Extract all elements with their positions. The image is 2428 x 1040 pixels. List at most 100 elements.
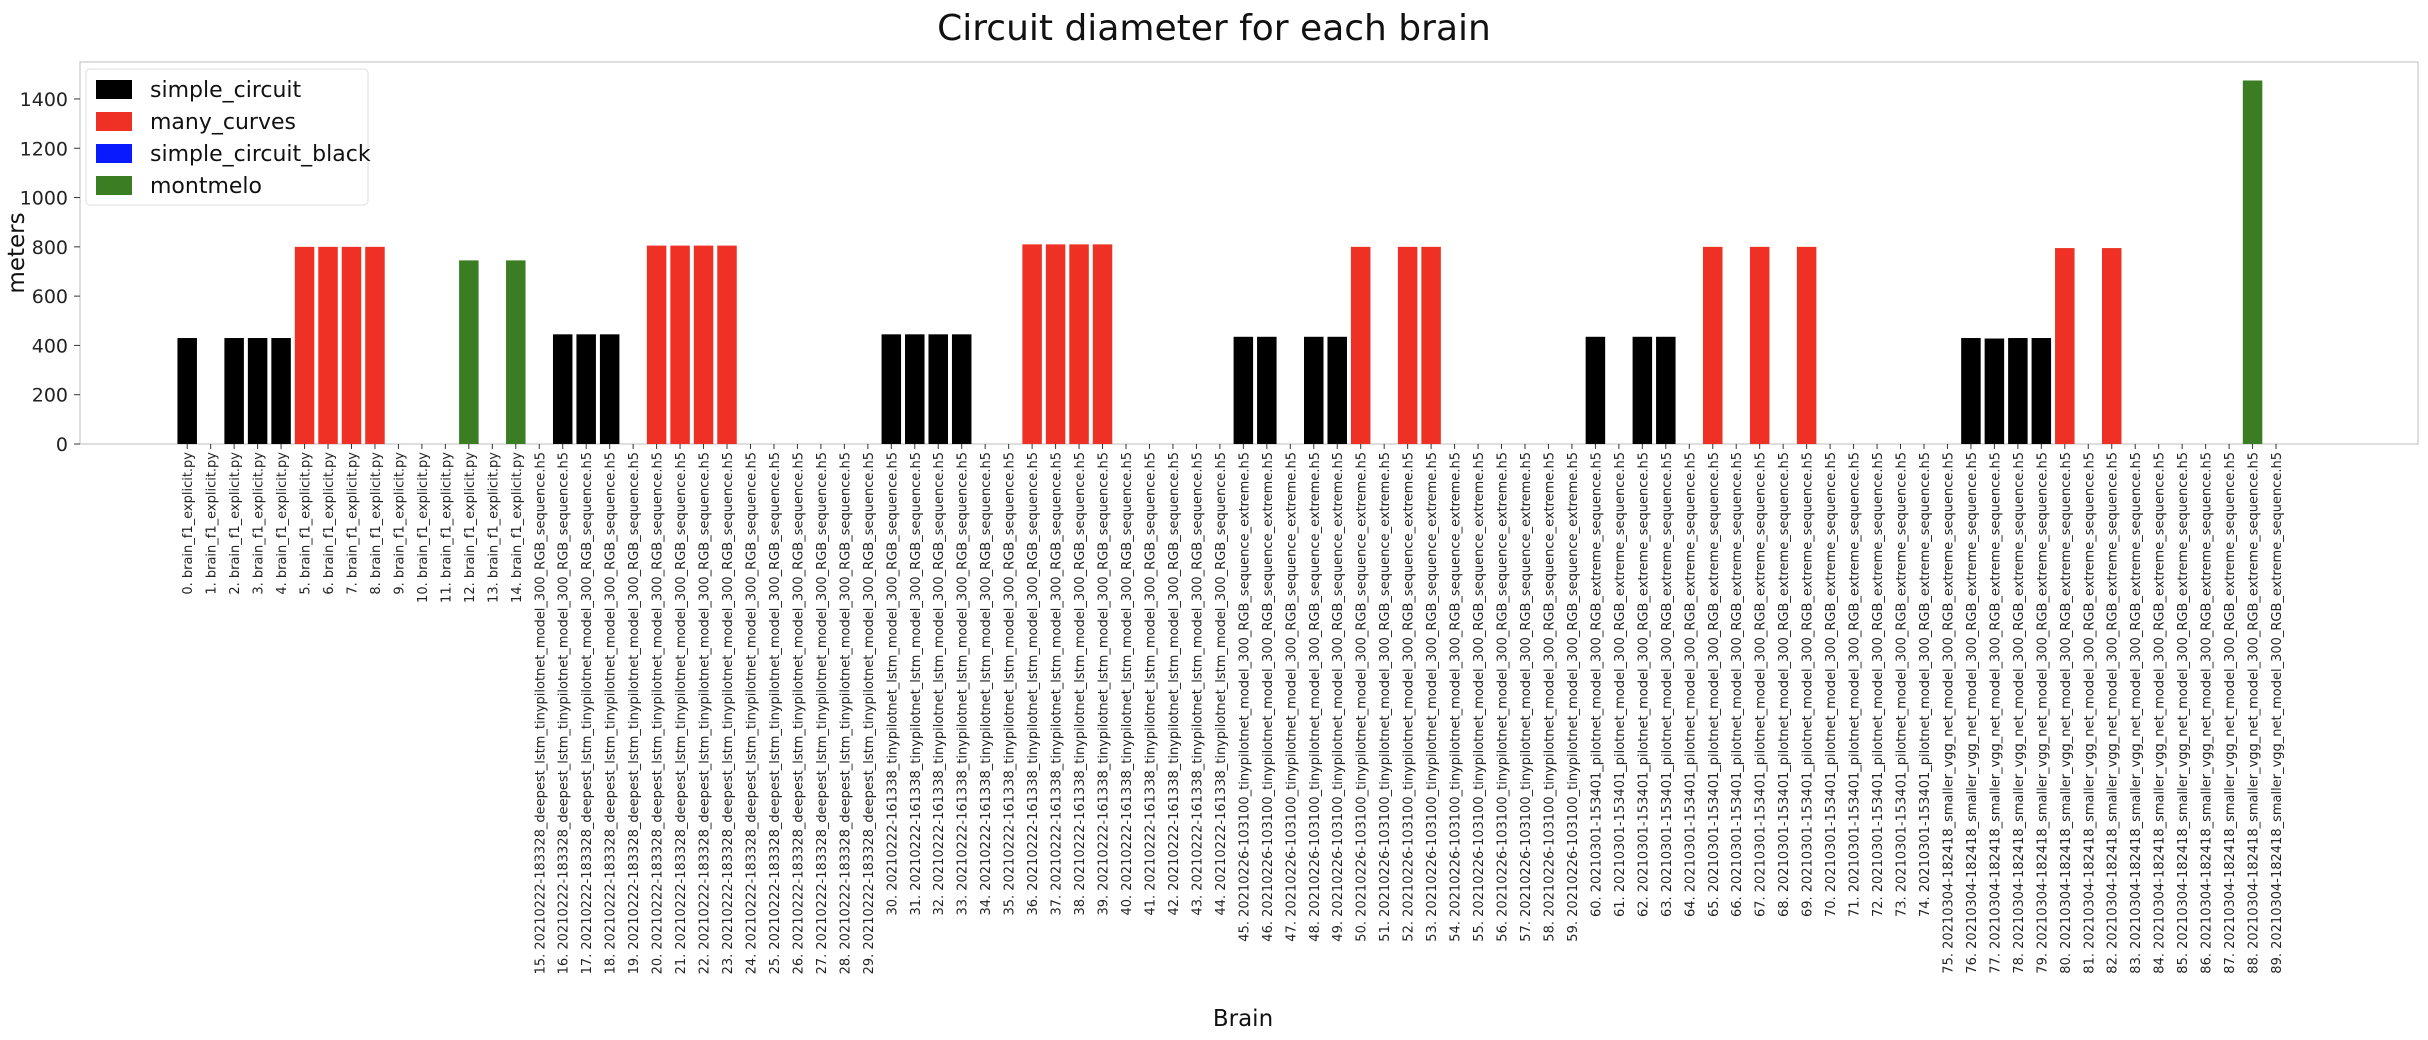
bar: [271, 338, 291, 444]
x-tick-label: 51. 20210226-103100_tinypilotnet_model_3…: [1378, 452, 1393, 942]
x-tick-label: 37. 20210222-161338_tinypilotnet_lstm_mo…: [1050, 452, 1065, 916]
y-tick-label: 400: [32, 335, 68, 357]
bar: [1022, 244, 1042, 444]
bar: [224, 338, 244, 444]
x-tick-label: 15. 20210222-183328_deepest_lstm_tinypil…: [533, 452, 548, 974]
x-tick-label: 53. 20210226-103100_tinypilotnet_model_3…: [1425, 452, 1440, 942]
x-tick-label: 22. 20210222-183328_deepest_lstm_tinypil…: [698, 452, 713, 974]
x-tick-label: 71. 20210301-153401_pilotnet_model_300_R…: [1848, 452, 1863, 917]
x-tick-label: 40. 20210222-161338_tinypilotnet_lstm_mo…: [1120, 452, 1135, 916]
y-tick-label: 800: [32, 237, 68, 259]
bar: [951, 334, 972, 444]
x-tick-label: 68. 20210301-153401_pilotnet_model_300_R…: [1777, 452, 1792, 917]
bar: [1045, 244, 1066, 444]
x-tick-label: 76. 20210304-182418_smaller_vgg_net_mode…: [1965, 452, 1980, 974]
bar: [459, 260, 479, 444]
bar: [1257, 336, 1277, 444]
x-tick-label: 78. 20210304-182418_smaller_vgg_net_mode…: [2012, 452, 2027, 974]
x-tick-label: 47. 20210226-103100_tinypilotnet_model_3…: [1284, 452, 1299, 942]
x-tick-label: 65. 20210301-153401_pilotnet_model_300_R…: [1707, 452, 1722, 917]
x-tick-label: 62. 20210301-153401_pilotnet_model_300_R…: [1636, 452, 1651, 917]
x-tick-label: 50. 20210226-103100_tinypilotnet_model_3…: [1355, 452, 1370, 942]
bar: [1327, 336, 1347, 444]
y-tick-label: 0: [56, 434, 68, 456]
x-tick-label: 43. 20210222-161338_tinypilotnet_lstm_mo…: [1190, 452, 1205, 916]
bar: [1421, 246, 1441, 444]
x-tick-label: 85. 20210304-182418_smaller_vgg_net_mode…: [2176, 452, 2191, 974]
legend: simple_circuit many_curves simple_circuit_…: [85, 68, 371, 206]
x-tick-label: 29. 20210222-183328_deepest_lstm_tinypil…: [862, 452, 877, 974]
y-axis: 0 200 400 600 800 1000 1200 1400: [20, 89, 80, 456]
x-tick-label: 61. 20210301-153401_pilotnet_model_300_R…: [1613, 452, 1628, 917]
x-tick-label: 74. 20210301-153401_pilotnet_model_300_R…: [1918, 452, 1933, 917]
x-tick-label: 31. 20210222-161338_tinypilotnet_lstm_mo…: [909, 452, 924, 916]
x-tick-label: 54. 20210226-103100_tinypilotnet_model_3…: [1449, 452, 1464, 942]
x-tick-label: 75. 20210304-182418_smaller_vgg_net_mode…: [1941, 452, 1956, 974]
bar: [2008, 338, 2028, 444]
x-tick-label: 58. 20210226-103100_tinypilotnet_model_3…: [1542, 452, 1557, 942]
chart-title: Circuit diameter for each brain: [937, 8, 1491, 49]
y-tick-label: 200: [32, 385, 68, 407]
x-tick-label: 84. 20210304-182418_smaller_vgg_net_mode…: [2153, 452, 2168, 974]
x-axis-label: Brain: [1213, 1006, 1273, 1032]
bars-group: [177, 80, 2263, 444]
x-tick-label: 0. brain_f1_explicit.py: [181, 452, 196, 595]
bar: [294, 246, 315, 444]
bar: [1656, 336, 1676, 444]
bar: [341, 246, 362, 444]
legend-label: many_curves: [150, 110, 296, 135]
x-tick-label: 39. 20210222-161338_tinypilotnet_lstm_mo…: [1097, 452, 1112, 916]
bar: [881, 334, 902, 444]
bar: [1397, 246, 1418, 444]
x-tick-label: 49. 20210226-103100_tinypilotnet_model_3…: [1331, 452, 1346, 942]
bar: [318, 246, 338, 444]
x-tick-label: 2. brain_f1_explicit.py: [228, 452, 243, 595]
x-tick-label: 23. 20210222-183328_deepest_lstm_tinypil…: [721, 452, 736, 974]
x-tick-label: 19. 20210222-183328_deepest_lstm_tinypil…: [627, 452, 642, 974]
bar: [1233, 336, 1254, 444]
bar: [1984, 338, 2005, 444]
x-tick-label: 55. 20210226-103100_tinypilotnet_model_3…: [1472, 452, 1487, 942]
x-tick-label: 67. 20210301-153401_pilotnet_model_300_R…: [1754, 452, 1769, 917]
y-tick-label: 1200: [20, 138, 68, 160]
bar: [1350, 246, 1371, 444]
bar: [1304, 336, 1324, 444]
bar: [599, 334, 620, 444]
x-tick-label: 59. 20210226-103100_tinypilotnet_model_3…: [1566, 452, 1581, 942]
x-tick-label: 30. 20210222-161338_tinypilotnet_lstm_mo…: [885, 452, 900, 916]
bar: [928, 334, 948, 444]
bar: [552, 334, 573, 444]
bar: [670, 245, 690, 444]
y-tick-label: 600: [32, 286, 68, 308]
bar: [177, 338, 197, 444]
x-tick-label: 72. 20210301-153401_pilotnet_model_300_R…: [1871, 452, 1886, 917]
x-tick-label: 13. brain_f1_explicit.py: [486, 452, 501, 603]
x-tick-label: 38. 20210222-161338_tinypilotnet_lstm_mo…: [1073, 452, 1088, 916]
x-tick-label: 79. 20210304-182418_smaller_vgg_net_mode…: [2035, 452, 2050, 974]
x-tick-label: 21. 20210222-183328_deepest_lstm_tinypil…: [674, 452, 689, 974]
y-tick-label: 1400: [20, 89, 68, 111]
x-tick-label: 27. 20210222-183328_deepest_lstm_tinypil…: [815, 452, 830, 974]
x-tick-label: 88. 20210304-182418_smaller_vgg_net_mode…: [2247, 452, 2262, 974]
x-tick-label: 12. brain_f1_explicit.py: [463, 452, 478, 603]
bar: [646, 245, 667, 444]
x-tick-label: 82. 20210304-182418_smaller_vgg_net_mode…: [2106, 452, 2121, 974]
x-tick-label: 41. 20210222-161338_tinypilotnet_lstm_mo…: [1143, 452, 1158, 916]
y-axis-label: meters: [4, 212, 30, 293]
x-tick-label: 52. 20210226-103100_tinypilotnet_model_3…: [1402, 452, 1417, 942]
x-tick-label: 86. 20210304-182418_smaller_vgg_net_mode…: [2200, 452, 2215, 974]
x-tick-label: 24. 20210222-183328_deepest_lstm_tinypil…: [744, 452, 759, 974]
x-tick-label: 10. brain_f1_explicit.py: [416, 452, 431, 603]
x-tick-label: 77. 20210304-182418_smaller_vgg_net_mode…: [1988, 452, 2003, 974]
bar: [1961, 338, 1981, 444]
x-tick-label: 44. 20210222-161338_tinypilotnet_lstm_mo…: [1214, 452, 1229, 916]
bar: [247, 338, 268, 444]
x-tick-label: 87. 20210304-182418_smaller_vgg_net_mode…: [2223, 452, 2238, 974]
x-tick-label: 9. brain_f1_explicit.py: [392, 452, 407, 595]
y-tick-label: 1000: [20, 188, 68, 210]
x-tick-label: 35. 20210222-161338_tinypilotnet_lstm_mo…: [1003, 452, 1018, 916]
x-tick-label: 14. brain_f1_explicit.py: [510, 452, 525, 603]
legend-swatch: [96, 80, 132, 99]
